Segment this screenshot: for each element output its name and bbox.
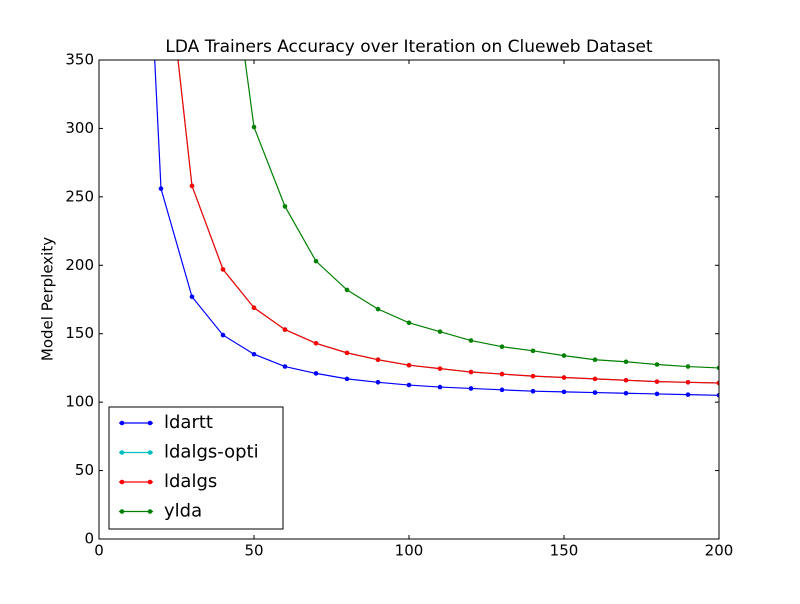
point [282,327,288,332]
point [375,306,381,312]
point [251,124,257,130]
point [499,387,505,393]
legend-label: ldartt [164,412,213,433]
point [437,384,443,390]
point [592,390,598,395]
point [623,390,629,396]
point [158,186,164,191]
point [561,353,567,358]
point [685,392,691,397]
point [344,376,350,382]
point [654,379,660,384]
point [468,369,474,375]
legend-label: ylda [164,501,202,522]
point [437,366,443,371]
y-tick-label: 50 [75,461,94,479]
point [313,258,319,264]
point [375,357,381,363]
point [499,344,505,350]
legend-marker [119,479,125,485]
point [468,338,474,343]
legend-marker [147,450,153,455]
legend-label: ldalgs-opti [164,442,259,463]
point [654,391,660,397]
point [530,373,536,379]
point [530,388,536,394]
legend-marker [147,420,153,426]
x-tick-label: 50 [244,542,263,560]
point [313,340,319,346]
point [561,375,567,380]
y-axis-label: Model Perplexity [39,237,57,361]
x-tick-label: 0 [94,542,104,560]
point [282,204,288,209]
point [344,287,350,293]
x-tick-label: 150 [550,542,579,560]
point [406,320,412,326]
point [437,329,443,334]
legend-marker [119,450,125,455]
point [251,305,257,311]
y-tick-label: 150 [65,324,94,342]
y-tick-label: 200 [65,256,94,274]
legend-marker [119,509,125,514]
point [220,267,226,272]
point [375,379,381,385]
point [716,365,719,371]
legend-marker [147,509,153,514]
y-tick-label: 0 [84,530,94,548]
point [344,350,350,356]
point [561,389,567,395]
legend-label: ldalgs [164,471,217,492]
point [468,386,474,391]
plot-frame [98,59,720,540]
x-tick-label: 100 [395,542,424,560]
point [685,379,691,385]
point [654,362,660,367]
legend-box [108,406,284,530]
x-tick-label: 200 [705,542,734,560]
legend-marker [147,479,153,485]
point [406,362,412,368]
y-tick-label: 300 [65,119,94,137]
y-tick-label: 350 [65,51,94,69]
point [406,382,412,388]
point [716,380,719,386]
point [189,183,195,189]
chart-title: LDA Trainers Accuracy over Iteration on … [165,37,653,57]
point [499,371,505,377]
y-tick-label: 250 [65,187,94,205]
point [220,332,226,338]
point [716,393,719,398]
point [313,371,319,376]
point [189,294,195,300]
point [592,357,598,363]
point [282,364,288,369]
legend-marker [119,420,125,426]
y-tick-label: 100 [65,393,94,411]
series-line [154,60,719,396]
point [623,359,629,365]
point [251,351,257,357]
point [685,364,691,369]
point [623,377,629,383]
point [592,376,598,382]
point [530,348,536,354]
